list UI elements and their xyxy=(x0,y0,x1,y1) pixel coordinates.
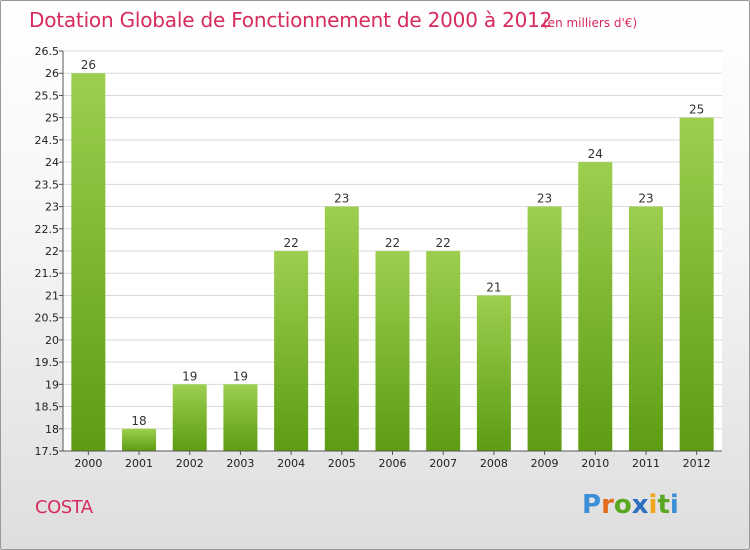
x-tick-label: 2001 xyxy=(125,457,153,470)
y-tick-label: 18.5 xyxy=(35,401,60,414)
y-tick-label: 24.5 xyxy=(35,134,60,147)
data-label-2000: 26 xyxy=(81,58,96,72)
proxiti-logo[interactable]: Proxiti xyxy=(582,490,679,520)
unit-note: (en milliers d'€) xyxy=(543,16,638,30)
logo-letter: i xyxy=(669,490,679,520)
x-tick-label: 2005 xyxy=(328,457,356,470)
bars xyxy=(71,73,714,452)
logo-letter: P xyxy=(582,490,602,520)
y-tick-label: 20.5 xyxy=(35,312,60,325)
y-tick-label: 22.5 xyxy=(35,223,60,236)
bar-2004 xyxy=(274,251,309,451)
y-tick-label: 26 xyxy=(45,67,59,80)
logo-letter: x xyxy=(631,490,649,520)
x-tick-label: 2000 xyxy=(74,457,102,470)
y-tick-label: 18 xyxy=(45,423,59,436)
x-tick-label: 2007 xyxy=(429,457,457,470)
logo-letter: t xyxy=(657,490,670,520)
y-tick-label: 19 xyxy=(45,378,59,391)
x-tick-label: 2011 xyxy=(632,457,660,470)
y-tick-label: 23 xyxy=(45,201,59,214)
x-tick-label: 2002 xyxy=(176,457,204,470)
y-tick-label: 23.5 xyxy=(35,178,60,191)
data-label-2012: 25 xyxy=(689,103,704,117)
x-tick-label: 2009 xyxy=(531,457,559,470)
y-tick-label: 21.5 xyxy=(35,267,60,280)
data-label-2001: 18 xyxy=(131,414,146,428)
logo-letter: r xyxy=(601,490,614,520)
data-label-2009: 23 xyxy=(537,192,552,206)
data-label-2010: 24 xyxy=(588,147,603,161)
data-label-2003: 19 xyxy=(233,369,248,383)
y-tick-label: 19.5 xyxy=(35,356,60,369)
bar-2005 xyxy=(324,206,359,451)
commune-name: COSTA xyxy=(35,497,93,518)
data-label-2007: 22 xyxy=(436,236,451,250)
bar-2002 xyxy=(172,384,207,451)
data-label-2008: 21 xyxy=(486,280,501,294)
y-tick-label: 25.5 xyxy=(35,89,60,102)
data-label-2006: 22 xyxy=(385,236,400,250)
data-label-2004: 22 xyxy=(283,236,298,250)
bar-2000 xyxy=(71,73,106,451)
bar-2009 xyxy=(527,206,562,451)
bar-2012 xyxy=(679,117,714,452)
data-label-2005: 23 xyxy=(334,192,349,206)
labels: 26 18 19 19 22 23 22 22 21 23 24 23 25 xyxy=(81,58,705,428)
y-tick-label: 21 xyxy=(45,289,59,302)
bar-2010 xyxy=(578,162,613,451)
bar-2006 xyxy=(375,251,410,451)
bar-2007 xyxy=(426,251,461,451)
bar-2003 xyxy=(223,384,258,451)
y-tick-label: 22 xyxy=(45,245,59,258)
bar-2001 xyxy=(122,428,157,451)
x-tick-label: 2003 xyxy=(226,457,254,470)
axes: 17.5 18 18.5 19 19.5 20 20.5 21 21.5 22 22.5 23 23.5… xyxy=(35,45,722,470)
x-tick-label: 2008 xyxy=(480,457,508,470)
x-tick-label: 2010 xyxy=(581,457,609,470)
data-label-2011: 23 xyxy=(638,192,653,206)
logo-letter: o xyxy=(613,490,632,520)
bar-2011 xyxy=(628,206,663,451)
x-tick-label: 2004 xyxy=(277,457,305,470)
y-tick-label: 24 xyxy=(45,156,59,169)
logo-letter: i xyxy=(648,490,658,520)
x-tick-label: 2006 xyxy=(379,457,407,470)
bar-2008 xyxy=(476,295,511,451)
y-tick-label: 25 xyxy=(45,112,59,125)
x-tick-label: 2012 xyxy=(683,457,711,470)
chart-title: Dotation Globale de Fonctionnement de 20… xyxy=(29,8,553,32)
y-tick-label: 20 xyxy=(45,334,59,347)
y-tick-label: 17.5 xyxy=(35,445,60,458)
y-tick-label: 26.5 xyxy=(35,45,60,58)
data-label-2002: 19 xyxy=(182,369,197,383)
